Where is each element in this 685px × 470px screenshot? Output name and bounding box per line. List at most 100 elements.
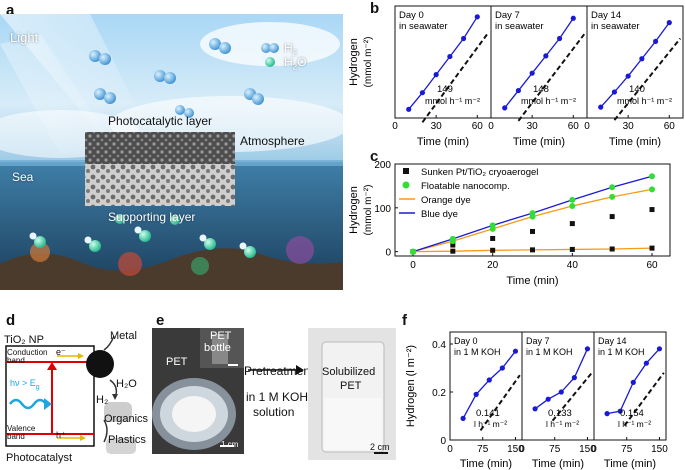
c-orange-point [609, 193, 616, 200]
pretreatment-label: Pretreatment [244, 364, 314, 378]
solution-label: solution [253, 405, 295, 419]
f-xtick-label: 0 [447, 444, 453, 455]
b-data-point [666, 20, 672, 26]
supporting-layer-label: Supporting layer [108, 210, 196, 224]
c-black-point [490, 235, 496, 241]
c-legend-label: Floatable nanocomp. [421, 181, 510, 192]
b-data-point [556, 35, 563, 42]
scale-bar-1cm: 1 cm [221, 440, 239, 449]
b-rate-unit: mmol h⁻¹ m⁻² [425, 96, 480, 106]
c-black-point [569, 221, 575, 227]
valence-label: Valence [7, 424, 36, 433]
panel-c-chart: Hydrogen (mmol m⁻²) 0 100 200 0 20 40 60 Time (mi… [348, 160, 671, 287]
b-rate-value: 140 [629, 84, 645, 95]
panel-a-letter: a [6, 2, 15, 19]
b-xtick-label: 30 [623, 121, 635, 132]
conduction-band-label: band [7, 356, 25, 365]
c-xtick-label: 60 [646, 260, 658, 271]
b-data-point [625, 73, 631, 79]
f-rate-unit: l h⁻¹ m⁻² [474, 419, 507, 429]
b-xlabel: Time (min) [513, 136, 565, 148]
b-data-point [406, 106, 412, 112]
f-rate-unit: l h⁻¹ m⁻² [618, 419, 651, 429]
b-data-point [502, 105, 508, 111]
c-orange-point [489, 225, 496, 232]
pet-label: PET [166, 356, 188, 368]
f-rate-value: 0.133 [548, 408, 572, 419]
legend-h2o: H2O [284, 55, 306, 71]
c-sunken-point [490, 247, 496, 253]
b-medium-label: in seawater [495, 21, 544, 32]
f-subplot-frame [593, 331, 667, 441]
legend-h2-text: H [284, 41, 293, 55]
f-data-point [617, 408, 623, 414]
c-yunit: (mmol m⁻²) [363, 185, 374, 236]
panel-f-chart: Hydrogen (l m⁻²)00.20.4 Day 0in 1 M KOH0.… [405, 331, 668, 470]
b-day-label: Day 14 [591, 10, 621, 21]
b-data-point [460, 35, 467, 42]
legend-h2o-text-b: O [297, 55, 307, 69]
in-koh-label: in 1 M KOH [246, 390, 309, 404]
organics-blob [104, 402, 132, 422]
h2-molecules [89, 38, 264, 118]
photocatalyst-label: Photocatalyst [6, 452, 73, 464]
plastics-label: Plastics [108, 434, 146, 446]
f-data-point [630, 379, 636, 385]
c-sunken-point [569, 246, 575, 252]
f-series-line [534, 348, 589, 410]
f-data-point [486, 377, 492, 383]
c-ytick-label: 200 [374, 160, 391, 171]
c-black-point [530, 228, 535, 234]
sea-label: Sea [12, 170, 34, 184]
panel-e-letter: e [156, 312, 165, 329]
b-subplot-frame [586, 5, 684, 119]
panel-c-letter: c [370, 148, 379, 165]
f-xlabel: Time (min) [460, 458, 512, 470]
c-orange-point [529, 213, 536, 220]
f-day-label: Day 7 [526, 336, 550, 346]
conduction-label: Conduction [7, 348, 48, 357]
b-xtick-label: 0 [392, 121, 398, 132]
c-ylabel: Hydrogen [348, 186, 360, 234]
hv-text: hν > E [10, 378, 36, 388]
c-ytick-label: 100 [374, 204, 391, 215]
f-trend-line [551, 372, 593, 422]
f-day-label: Day 14 [598, 336, 627, 346]
c-legend-marker [403, 168, 409, 174]
f-data-point [584, 346, 591, 352]
b-xtick-label: 0 [488, 121, 494, 132]
b-xtick-label: 0 [584, 121, 590, 132]
c-xtick-label: 20 [487, 260, 499, 271]
f-data-point [473, 391, 479, 397]
b-series-line [600, 22, 670, 108]
b-trend-line [613, 37, 682, 121]
c-legend-label: Sunken Pt/TiO₂ cryoaerogel [421, 167, 538, 178]
panel-b-chart: Hydrogen (mmol m⁻²)Day 0in seawater149mmo… [348, 5, 684, 148]
b-ylabel: Hydrogen [348, 38, 360, 86]
panel-a-scene [0, 14, 343, 290]
c-orange-point [569, 203, 576, 210]
b-data-point [543, 53, 549, 59]
f-xtick-label: 150 [651, 444, 668, 455]
legend-h2o-text-a: H [284, 55, 293, 69]
f-xtick-label: 0 [519, 444, 525, 455]
c-sunken-point [530, 247, 535, 253]
f-data-point [656, 346, 663, 352]
c-legend-label: Orange dye [421, 195, 471, 206]
b-data-point [652, 38, 659, 45]
f-xlabel: Time (min) [604, 458, 656, 470]
f-ytick-label: 0.4 [432, 340, 446, 351]
b-series-line [504, 17, 574, 109]
c-legend-label: Blue dye [421, 209, 458, 220]
f-xtick-label: 75 [477, 444, 489, 455]
light-label: Light [10, 30, 39, 45]
c-ytick-label: 0 [385, 248, 391, 259]
b-data-point [419, 90, 426, 96]
f-rate-unit: l h⁻¹ m⁻² [546, 419, 579, 429]
f-day-label: Day 0 [454, 336, 478, 346]
c-floatable-point [609, 184, 616, 191]
f-xtick-label: 75 [621, 444, 633, 455]
c-sunken-point [450, 248, 456, 254]
h2o-label: H₂O [116, 378, 137, 390]
panel-f-letter: f [402, 312, 407, 329]
